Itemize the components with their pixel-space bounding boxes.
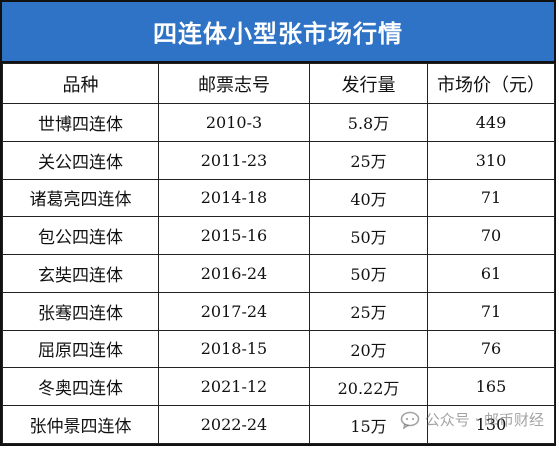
table-row: 世博四连体 2010-3 5.8万 449 [2, 103, 555, 142]
cell-issue-volume: 50万 [309, 216, 428, 256]
cell-issue-volume: 50万 [309, 254, 428, 293]
cell-issue-volume: 20.22万 [309, 367, 428, 407]
table-row: 冬奥四连体 2021-12 20.22万 165 [2, 367, 555, 407]
table-header-row: 品种 邮票志号 发行量 市场价（元） [2, 63, 555, 104]
column-header-variety: 品种 [2, 63, 159, 104]
cell-stamp-number: 2021-12 [158, 367, 310, 407]
cell-market-price: 71 [427, 178, 555, 218]
table-row: 关公四连体 2011-23 25万 310 [2, 140, 555, 180]
cell-variety: 屈原四连体 [2, 329, 159, 369]
table-row: 诸葛亮四连体 2014-18 40万 71 [2, 178, 555, 218]
cell-market-price: 76 [427, 329, 555, 369]
table-row: 包公四连体 2015-16 50万 70 [2, 216, 555, 256]
cell-issue-volume: 15万 [309, 405, 428, 444]
table-row: 张仲景四连体 2022-24 15万 130 [2, 405, 555, 444]
cell-stamp-number: 2016-24 [158, 254, 310, 293]
cell-market-price: 61 [427, 254, 555, 293]
table-row: 玄奘四连体 2016-24 50万 61 [2, 254, 555, 293]
page-title: 四连体小型张市场行情 [2, 2, 554, 63]
cell-variety: 张仲景四连体 [2, 405, 159, 444]
column-header-stamp-number: 邮票志号 [158, 63, 310, 104]
cell-issue-volume: 5.8万 [309, 103, 428, 142]
cell-variety: 世博四连体 [2, 103, 159, 142]
cell-stamp-number: 2010-3 [158, 103, 310, 142]
cell-stamp-number: 2017-24 [158, 291, 310, 331]
column-header-issue-volume: 发行量 [309, 63, 428, 104]
cell-market-price: 310 [427, 140, 555, 180]
price-table: 品种 邮票志号 发行量 市场价（元） 世博四连体 2010-3 5.8万 449… [2, 63, 555, 444]
cell-issue-volume: 25万 [309, 140, 428, 180]
cell-variety: 关公四连体 [2, 140, 159, 180]
cell-market-price: 70 [427, 216, 555, 256]
cell-issue-volume: 40万 [309, 178, 428, 218]
table-row: 张骞四连体 2017-24 25万 71 [2, 291, 555, 331]
cell-market-price: 449 [427, 103, 555, 142]
cell-variety: 冬奥四连体 [2, 367, 159, 407]
cell-variety: 玄奘四连体 [2, 254, 159, 293]
cell-stamp-number: 2011-23 [158, 140, 310, 180]
cell-variety: 包公四连体 [2, 216, 159, 256]
cell-issue-volume: 25万 [309, 291, 428, 331]
cell-market-price: 165 [427, 367, 555, 407]
cell-variety: 诸葛亮四连体 [2, 178, 159, 218]
cell-issue-volume: 20万 [309, 329, 428, 369]
cell-market-price: 130 [427, 405, 555, 444]
cell-stamp-number: 2022-24 [158, 405, 310, 444]
column-header-market-price: 市场价（元） [427, 63, 555, 104]
cell-market-price: 71 [427, 291, 555, 331]
cell-stamp-number: 2018-15 [158, 329, 310, 369]
table-row: 屈原四连体 2018-15 20万 76 [2, 329, 555, 369]
cell-stamp-number: 2015-16 [158, 216, 310, 256]
cell-stamp-number: 2014-18 [158, 178, 310, 218]
cell-variety: 张骞四连体 [2, 291, 159, 331]
